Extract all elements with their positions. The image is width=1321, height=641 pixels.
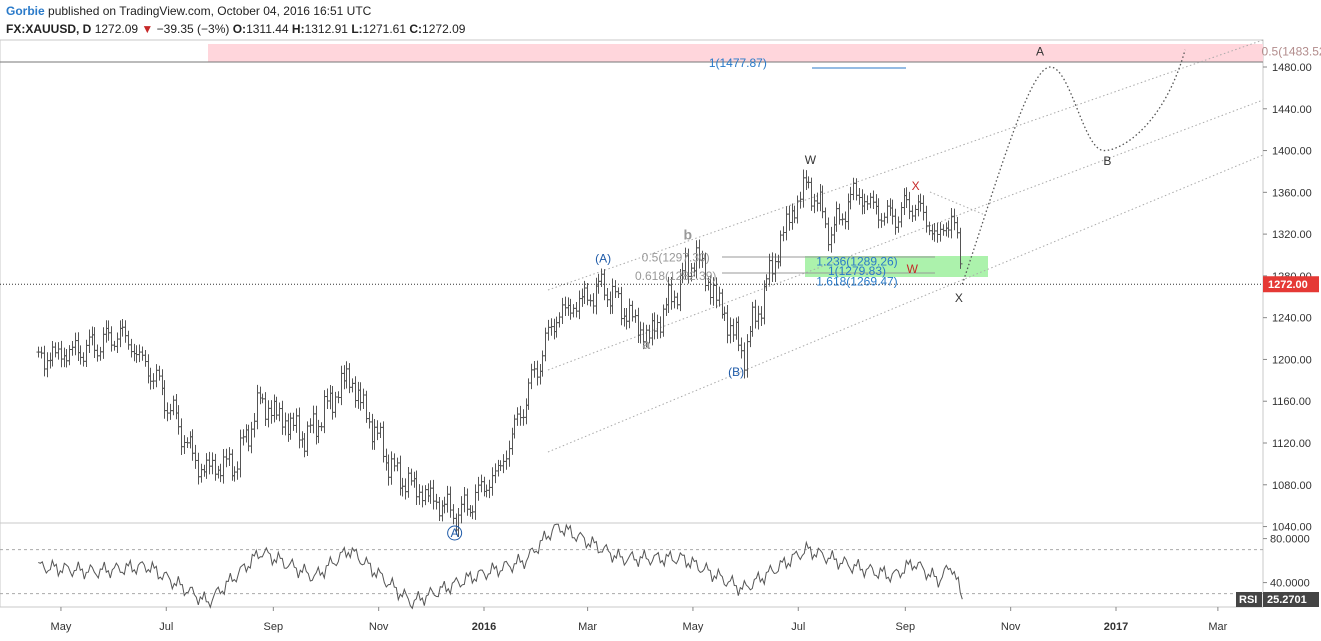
- fib-label: 0.5(1297.30): [642, 250, 710, 264]
- fib-label: 1(1477.87): [709, 56, 767, 70]
- y-tick-label: 1400.00: [1272, 146, 1312, 158]
- wave-label: X: [912, 179, 920, 193]
- y-tick-label: 1040.00: [1272, 522, 1312, 534]
- wave-label: A: [1036, 45, 1044, 59]
- publish-line: Gorbie published on TradingView.com, Oct…: [6, 4, 371, 18]
- x-tick-label: Mar: [578, 621, 597, 633]
- wave-label: b: [683, 226, 692, 242]
- y-tick-label: 1480.00: [1272, 62, 1312, 74]
- x-tick-label: Nov: [1001, 621, 1021, 633]
- rsi-tick-label: 80.0000: [1270, 534, 1310, 546]
- rsi-name: RSI: [1239, 594, 1257, 606]
- fib-label: 0.618(1282.39): [635, 269, 716, 283]
- publish-info: published on TradingView.com, October 04…: [48, 4, 372, 18]
- x-tick-label: Jul: [791, 621, 805, 633]
- last-price: 1272.09: [94, 22, 139, 36]
- wave-label: (A): [595, 251, 611, 265]
- y-tick-label: 1360.00: [1272, 187, 1312, 199]
- main-pane-border: [0, 39, 1264, 524]
- last-price-badge-text: 1272.00: [1268, 279, 1308, 291]
- x-tick-label: 2017: [1104, 621, 1128, 633]
- fib-label: 1.618(1269.47): [816, 274, 897, 288]
- wave-label: B: [1103, 154, 1111, 168]
- symbol-name[interactable]: FX:XAUUSD, D: [6, 22, 92, 36]
- symbol-line: FX:XAUUSD, D 1272.09 ▼ −39.35 (−3%) O:13…: [6, 22, 466, 36]
- wave-circle: [447, 525, 463, 541]
- x-tick-label: 2016: [472, 621, 496, 633]
- x-tick-label: Sep: [264, 621, 284, 633]
- rsi-name-badge: [1236, 592, 1262, 607]
- price-change: −39.35 (−3%): [156, 22, 230, 36]
- channel-line: [929, 191, 986, 216]
- rsi-line: [38, 523, 963, 610]
- resistance-zone: [208, 44, 1263, 62]
- fib-label: 1(1279.83): [828, 264, 886, 278]
- channel-line: [547, 154, 1264, 453]
- x-tick-label: May: [51, 621, 72, 633]
- close-value: 1272.09: [422, 22, 466, 36]
- channel-line: [547, 99, 1264, 371]
- fib-label: 1.236(1289.26): [816, 254, 897, 268]
- y-tick-label: 1320.00: [1272, 229, 1312, 241]
- fib-label: 0.5(1483.52): [1262, 45, 1321, 59]
- x-tick-label: Nov: [369, 621, 389, 633]
- projection-path: [961, 49, 1186, 285]
- y-tick-label: 1080.00: [1272, 480, 1312, 492]
- x-tick-label: Mar: [1208, 621, 1227, 633]
- wave-label: a: [642, 336, 650, 352]
- y-tick-label: 1160.00: [1272, 396, 1311, 408]
- wave-label: W: [907, 262, 919, 276]
- x-tick-label: Jul: [159, 621, 173, 633]
- x-tick-label: May: [683, 621, 704, 633]
- wave-label: X: [955, 291, 963, 305]
- wave-label: (B): [728, 365, 744, 379]
- author-name[interactable]: Gorbie: [6, 4, 45, 18]
- x-tick-label: Sep: [896, 621, 916, 633]
- low-value: 1271.61: [362, 22, 407, 36]
- target-zone: [805, 256, 988, 277]
- y-tick-label: 1440.00: [1272, 104, 1312, 116]
- rsi-tick-label: 40.0000: [1270, 578, 1310, 590]
- open-value: 1311.44: [246, 22, 289, 36]
- rsi-value-badge: [1263, 592, 1319, 607]
- rsi-pane-border: [0, 522, 1264, 608]
- down-arrow-icon: ▼: [141, 22, 154, 36]
- last-price-badge: [1263, 276, 1319, 293]
- y-tick-label: 1200.00: [1272, 354, 1312, 366]
- y-tick-label: 1240.00: [1272, 313, 1312, 325]
- y-tick-label: 1120.00: [1272, 438, 1311, 450]
- wave-label: W: [805, 153, 817, 167]
- wave-label: A: [451, 526, 459, 540]
- high-value: 1312.91: [304, 22, 348, 36]
- rsi-value: 25.2701: [1267, 594, 1307, 606]
